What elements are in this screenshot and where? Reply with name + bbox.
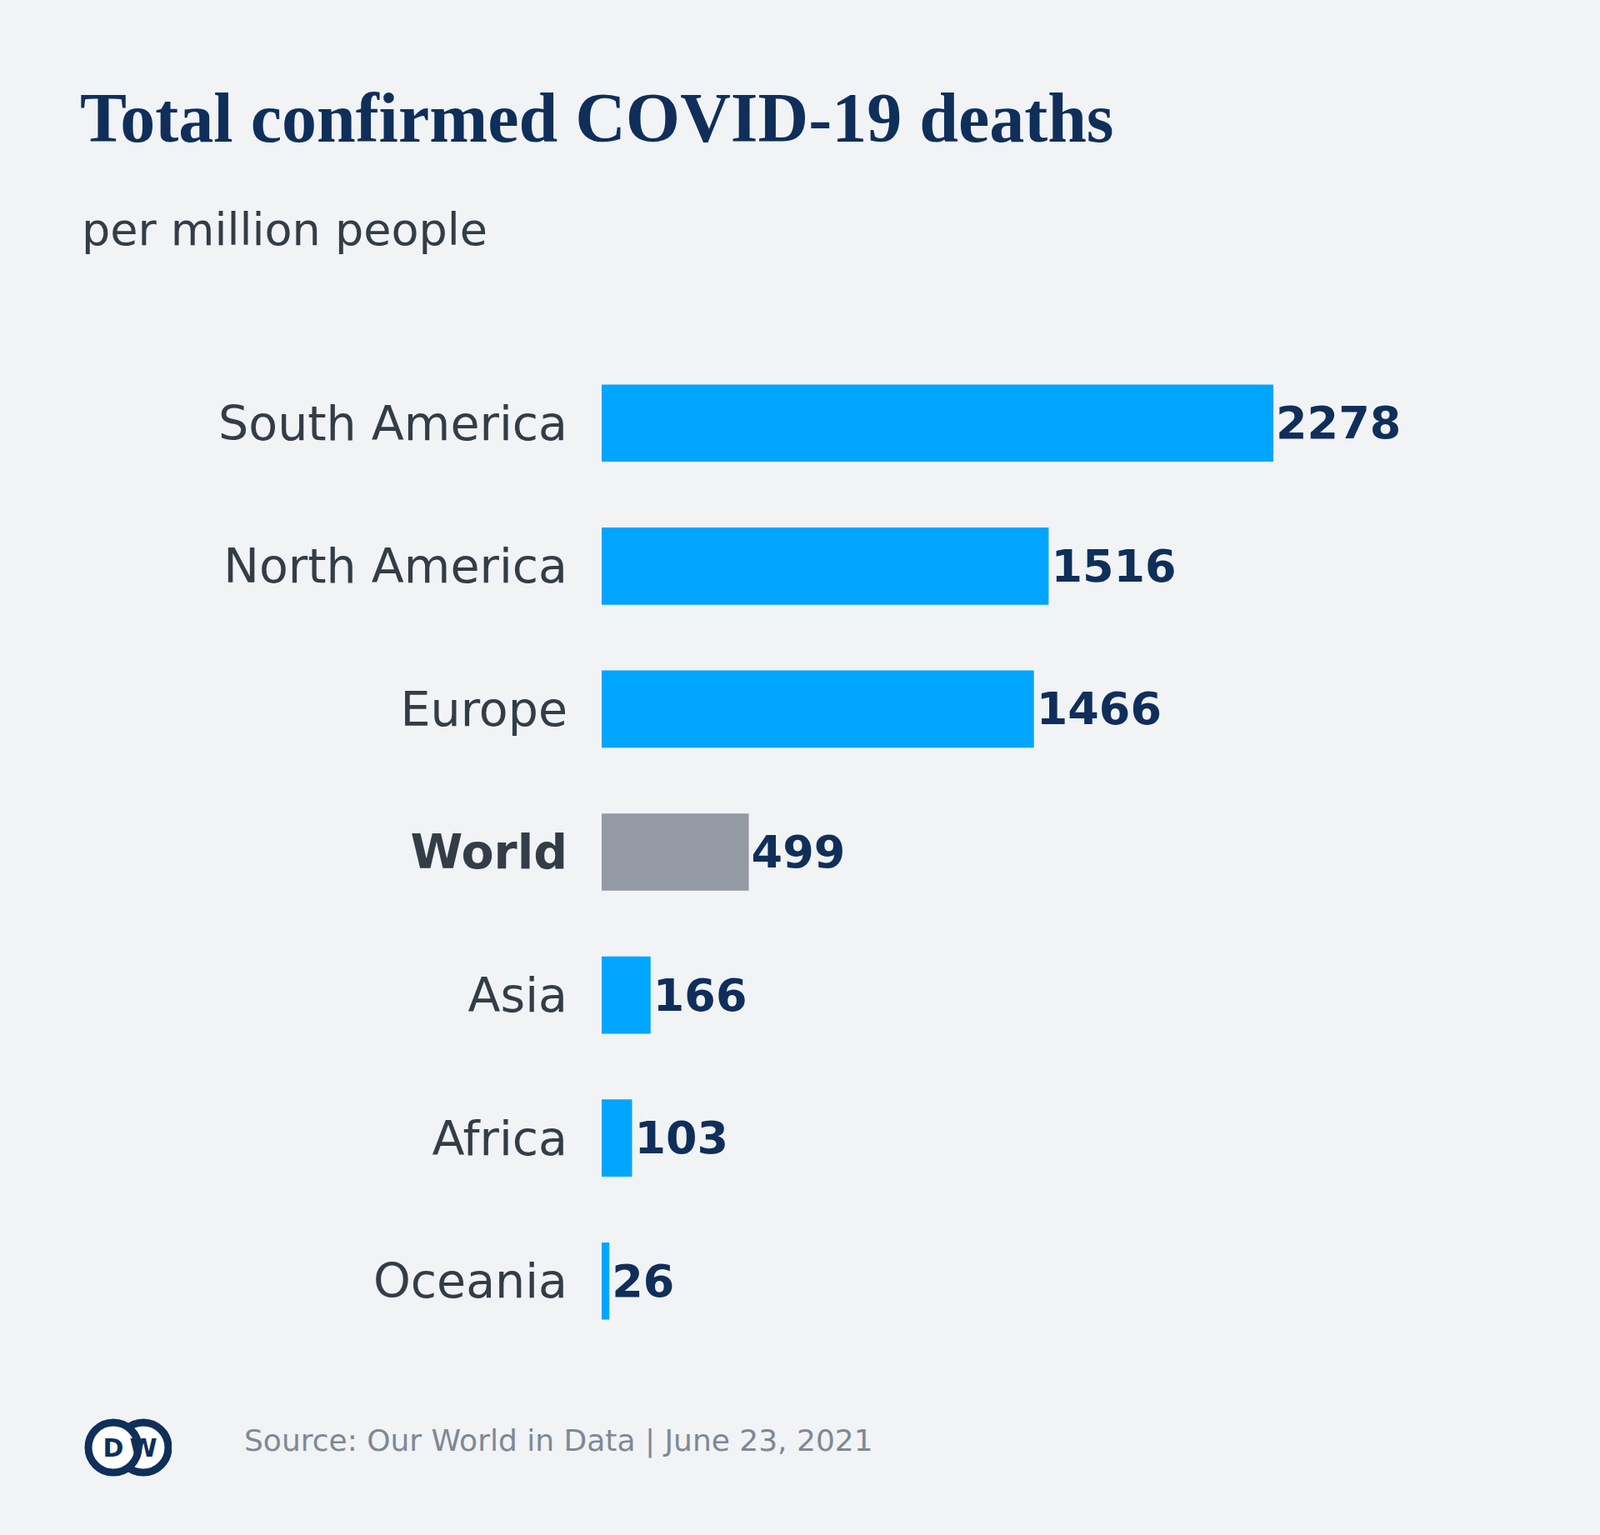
svg-text:103: 103: [634, 1111, 729, 1165]
svg-text:1516: 1516: [1050, 540, 1176, 593]
svg-text:Africa: Africa: [431, 1110, 568, 1166]
svg-text:Source: Our World in Data | Ju: Source: Our World in Data | June 23, 202…: [244, 1423, 874, 1459]
svg-text:South America: South America: [218, 395, 568, 451]
svg-text:World: World: [410, 824, 568, 880]
svg-text:Europe: Europe: [400, 681, 568, 737]
svg-text:per million people: per million people: [81, 203, 488, 256]
svg-text:D: D: [103, 1433, 125, 1463]
svg-text:499: 499: [751, 825, 846, 879]
svg-text:1466: 1466: [1036, 682, 1162, 735]
svg-text:Oceania: Oceania: [373, 1253, 568, 1309]
svg-text:North America: North America: [223, 538, 568, 594]
svg-text:Total confirmed COVID-19 death: Total confirmed COVID-19 deaths: [80, 79, 1115, 157]
svg-text:W: W: [129, 1433, 157, 1463]
svg-text:166: 166: [653, 969, 748, 1022]
svg-text:2278: 2278: [1275, 396, 1401, 450]
svg-text:Asia: Asia: [468, 967, 568, 1023]
svg-text:26: 26: [611, 1255, 675, 1308]
